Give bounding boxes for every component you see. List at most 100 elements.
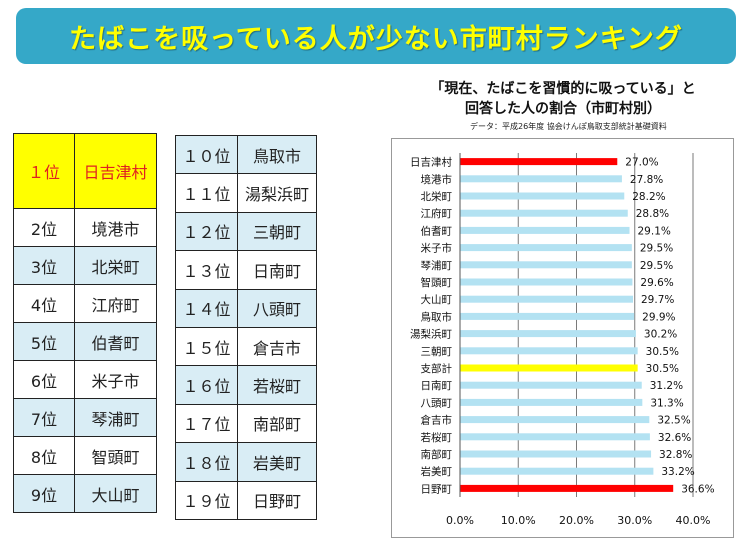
category-label: 湯梨浜町 xyxy=(410,328,452,341)
x-tick-label: 20.0% xyxy=(559,514,594,527)
municipality-cell: 三朝町 xyxy=(237,211,317,252)
value-label: 32.5% xyxy=(657,415,690,427)
municipality-cell: 日野町 xyxy=(237,480,317,520)
rank-cell: １９位 xyxy=(175,480,238,520)
chart-frame: 0.0% 10.0% 20.0% 30.0% 40.0% 日吉津村 27.0% 境港市 27.8… xyxy=(391,138,734,538)
bar xyxy=(460,347,638,355)
value-label: 30.5% xyxy=(646,346,679,358)
value-label: 28.8% xyxy=(636,208,669,220)
value-label: 29.5% xyxy=(640,243,673,255)
bar xyxy=(460,312,635,320)
ranking-row: 4位 江府町 xyxy=(13,284,157,323)
municipality-cell: 智頭町 xyxy=(74,436,157,475)
municipality-cell: 南部町 xyxy=(237,403,317,444)
rank-cell: 3位 xyxy=(13,246,75,285)
rank-cell: 8位 xyxy=(13,436,75,475)
x-tick-label: 0.0% xyxy=(446,514,474,527)
ranking-row: １４位 八頭町 xyxy=(175,288,317,328)
category-label: 若桜町 xyxy=(421,431,453,444)
category-label: 伯耆町 xyxy=(421,224,453,237)
municipality-cell: 伯耆町 xyxy=(74,322,157,361)
ranking-row: １２位 三朝町 xyxy=(175,211,317,252)
ranking-row: １８位 岩美町 xyxy=(175,442,317,482)
category-label: 支部計 xyxy=(421,362,453,375)
ranking-row: １５位 倉吉市 xyxy=(175,326,317,367)
category-label: 日野町 xyxy=(421,483,453,495)
bar xyxy=(460,330,636,338)
rank-cell: １位 xyxy=(13,133,75,209)
ranking-row: 2位 境港市 xyxy=(13,208,157,247)
value-label: 32.6% xyxy=(658,432,691,444)
municipality-cell: 若桜町 xyxy=(237,365,317,405)
rank-cell: １３位 xyxy=(175,250,238,290)
value-label: 28.2% xyxy=(632,191,665,203)
ranking-row: １６位 若桜町 xyxy=(175,365,317,405)
ranking-row: 3位 北栄町 xyxy=(13,246,157,285)
bar xyxy=(460,381,642,389)
value-label: 27.0% xyxy=(625,157,658,169)
municipality-cell: 日吉津村 xyxy=(74,133,157,209)
category-label: 鳥取市 xyxy=(421,310,453,323)
title-banner: たばこを吸っている人が少ない市町村ランキング xyxy=(16,8,736,64)
value-label: 29.9% xyxy=(642,311,675,323)
category-label: 境港市 xyxy=(421,173,453,186)
bar xyxy=(460,450,652,458)
municipality-cell: 江府町 xyxy=(74,284,157,323)
value-label: 31.2% xyxy=(650,380,683,392)
bar xyxy=(460,416,650,424)
bar xyxy=(460,261,632,269)
rank-cell: １７位 xyxy=(175,403,238,444)
rank-cell: １６位 xyxy=(175,365,238,405)
rank-cell: 6位 xyxy=(13,360,75,399)
bar xyxy=(460,484,674,492)
value-label: 33.2% xyxy=(661,466,694,478)
bar xyxy=(460,209,628,217)
bar xyxy=(460,364,638,372)
value-label: 29.7% xyxy=(641,294,674,306)
municipality-cell: 境港市 xyxy=(74,208,157,247)
rank-cell: 7位 xyxy=(13,398,75,437)
ranking-row: １７位 南部町 xyxy=(175,403,317,444)
chart-title-line1: 「現在、たばこを習慣的に吸っている」と xyxy=(430,81,696,97)
banner-title: たばこを吸っている人が少ない市町村ランキング xyxy=(69,23,683,55)
bar xyxy=(460,278,633,286)
rank-cell: 5位 xyxy=(13,322,75,361)
municipality-cell: 米子市 xyxy=(74,360,157,399)
category-label: 大山町 xyxy=(421,293,453,306)
x-tick-label: 30.0% xyxy=(617,514,652,527)
ranking-row: １位 日吉津村 xyxy=(13,133,157,209)
rank-cell: １４位 xyxy=(175,288,238,328)
municipality-cell: 鳥取市 xyxy=(237,134,317,175)
value-label: 29.1% xyxy=(638,225,671,237)
category-label: 北栄町 xyxy=(421,190,453,203)
ranking-row: １１位 湯梨浜町 xyxy=(175,173,317,213)
ranking-row: 9位 大山町 xyxy=(13,474,157,513)
category-label: 岩美町 xyxy=(421,465,453,478)
value-label: 31.3% xyxy=(650,397,683,409)
chart-title-line2: 回答した人の割合（市町村別） xyxy=(465,101,661,117)
value-label: 27.8% xyxy=(630,174,663,186)
rank-cell: １２位 xyxy=(175,211,238,252)
municipality-cell: 北栄町 xyxy=(74,246,157,285)
municipality-cell: 湯梨浜町 xyxy=(237,173,317,213)
municipality-cell: 琴浦町 xyxy=(74,398,157,437)
rank-cell: １１位 xyxy=(175,173,238,213)
bar xyxy=(460,192,625,200)
category-label: 日吉津村 xyxy=(410,156,452,169)
ranking-row: 7位 琴浦町 xyxy=(13,398,157,437)
bar xyxy=(460,433,650,441)
rank-cell: 2位 xyxy=(13,208,75,247)
rank-cell: 4位 xyxy=(13,284,75,323)
bar xyxy=(460,467,654,475)
category-label: 八頭町 xyxy=(421,397,453,409)
ranking-table-right: １０位 鳥取市 １１位 湯梨浜町 １２位 三朝町 １３位 日南町 １４位 八頭町 １５位 倉吉市 １６位… xyxy=(175,134,317,520)
municipality-cell: 倉吉市 xyxy=(237,326,317,367)
chart-source: データ：平成26年度 協会けんぽ鳥取支部統計基礎資料 xyxy=(470,122,667,131)
value-label: 36.6% xyxy=(681,483,714,495)
municipality-cell: 八頭町 xyxy=(237,288,317,328)
x-tick-label: 40.0% xyxy=(676,514,711,527)
rank-cell: １８位 xyxy=(175,442,238,482)
municipality-cell: 大山町 xyxy=(74,474,157,513)
value-label: 29.5% xyxy=(640,260,673,272)
ranking-row: 6位 米子市 xyxy=(13,360,157,399)
